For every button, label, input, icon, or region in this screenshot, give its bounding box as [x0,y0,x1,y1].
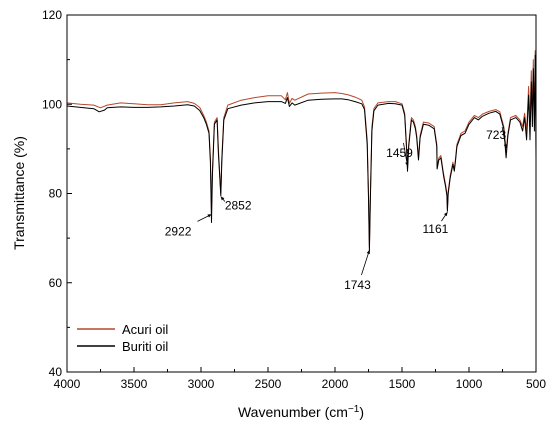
annotation-arrowhead [443,212,448,217]
annotation-arrowhead [405,162,409,166]
annotation-arrowhead [220,196,225,201]
annotation-arrow [361,249,370,276]
legend: Acuri oil Buriti oil [77,322,168,354]
x-tick-label: 1000 [456,377,483,391]
x-axis-title: Wavenumber (cm−1) [238,404,364,420]
annotation-label: 1743 [344,278,371,292]
annotation-label: 2922 [165,224,192,238]
y-axis: 40 60 80 100 120 [42,8,72,379]
annotation-arrowhead [366,250,370,255]
y-tick-label: 80 [49,187,63,201]
x-tick-label: 500 [526,377,546,391]
annotation-arrow [403,142,408,167]
annotation-label: 723 [486,128,506,142]
x-tick-label: 1500 [389,377,416,391]
x-tick-label: 4000 [54,377,81,391]
x-tick-label: 3500 [121,377,148,391]
y-tick-label: 120 [42,8,62,22]
y-tick-label: 100 [42,97,62,111]
plot-frame [66,14,537,373]
x-tick-label: 2500 [255,377,282,391]
series-line-0 [66,50,537,248]
x-axis: 4000 3500 3000 2500 2000 1500 1000 500 [54,367,546,391]
annotation-label: 1161 [423,222,449,236]
legend-label-acuri: Acuri oil [122,322,168,337]
peak-annotations: 2922 2852 1743 1459 1161 723 [165,127,508,292]
annotation-label: 1459 [386,146,413,160]
legend-label-buriti: Buriti oil [122,339,168,354]
y-tick-label: 40 [49,365,63,379]
series-lines [66,50,537,252]
annotation-arrowhead [503,144,508,149]
annotation-label: 2852 [225,199,252,213]
series-line-1 [66,54,537,252]
y-tick-label: 60 [49,276,63,290]
x-tick-label: 3000 [188,377,215,391]
x-tick-label: 2000 [322,377,349,391]
annotation-arrowhead [207,214,212,218]
y-axis-title: Transmittance (%) [11,136,27,250]
